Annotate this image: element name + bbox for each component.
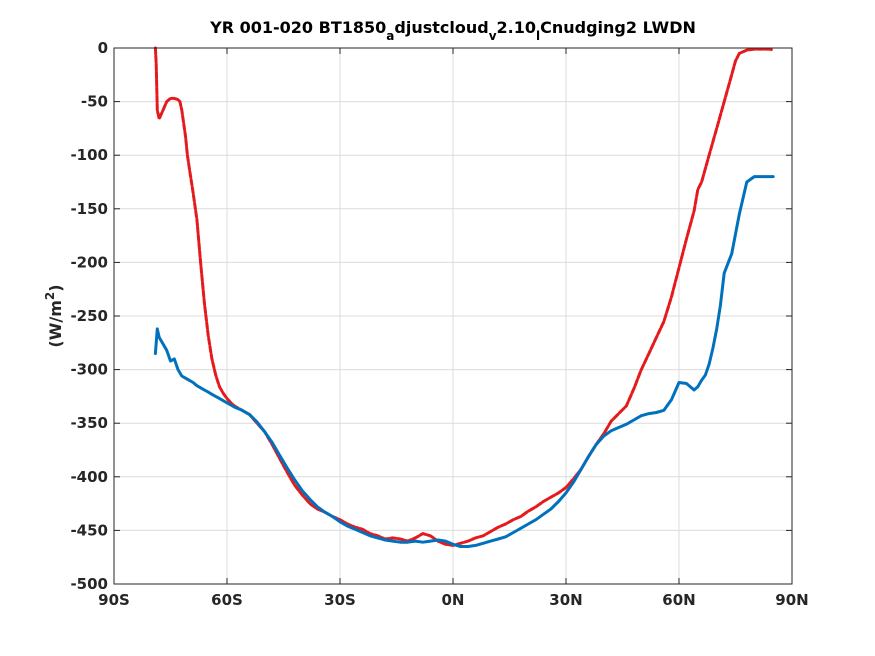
series-layer	[153, 46, 775, 548]
tick-marks	[113, 47, 793, 585]
x-tick-label: 90S	[98, 591, 130, 609]
y-tick-label: -150	[70, 200, 108, 218]
x-tick-label: 30S	[324, 591, 356, 609]
x-tick-label: 0N	[442, 591, 465, 609]
x-tick-labels: 90S 60S 30S 0N 30N 60N 90N	[98, 591, 809, 609]
y-tick-label: -500	[70, 575, 108, 593]
y-tick-label: -200	[70, 253, 108, 271]
y-tick-label: -50	[81, 93, 108, 111]
x-tick-label: 30N	[549, 591, 582, 609]
series-line-2	[153, 175, 775, 548]
y-tick-label: 0	[98, 39, 108, 57]
y-axis-label: (W/m2)	[43, 284, 65, 347]
y-tick-label: -250	[70, 307, 108, 325]
y-tick-label: -350	[70, 414, 108, 432]
y-tick-label: -100	[70, 146, 108, 164]
y-tick-label: -400	[70, 468, 108, 486]
y-tick-label: -300	[70, 361, 108, 379]
chart-title: YR 001-020 BT1850adjustcloudv2.10lCnudgi…	[209, 18, 696, 43]
x-tick-label: 60N	[662, 591, 695, 609]
y-tick-labels: 0 -50 -100 -150 -200 -250 -300 -350 -400 -450 -500	[70, 39, 108, 593]
x-tick-label: 60S	[211, 591, 243, 609]
y-tick-label: -450	[70, 521, 108, 539]
series-line-1	[153, 46, 775, 547]
x-tick-label: 90N	[775, 591, 808, 609]
